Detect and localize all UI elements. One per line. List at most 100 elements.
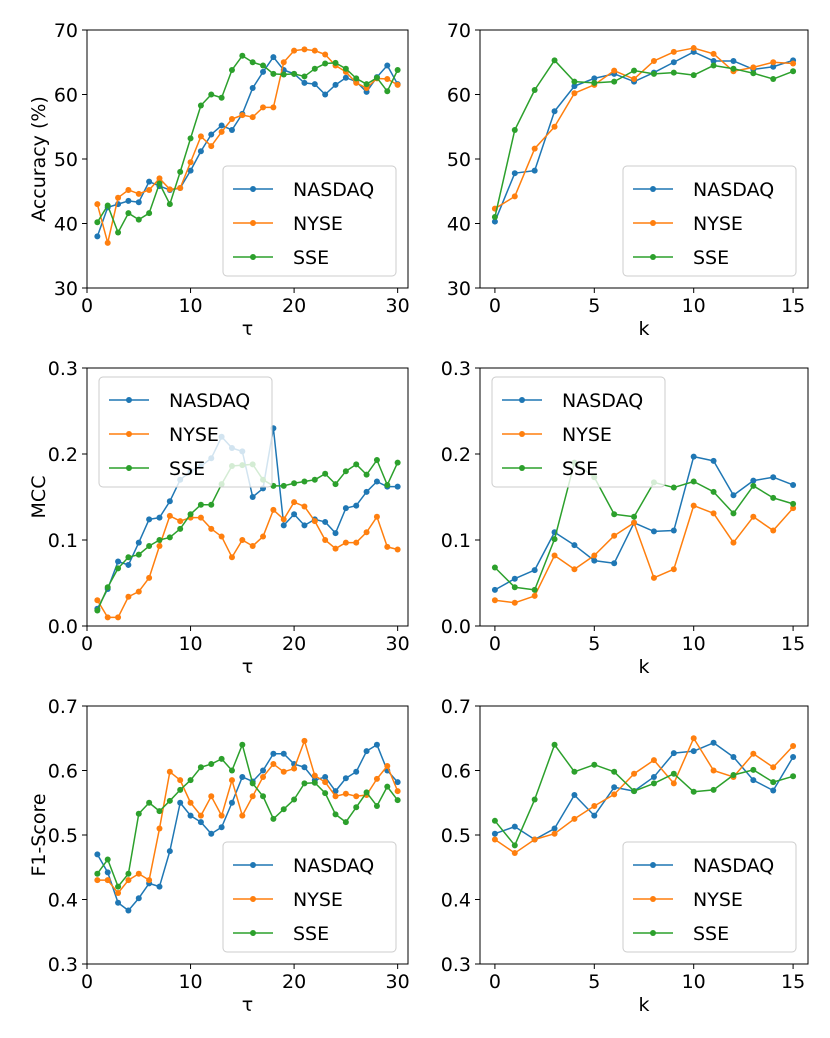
legend-label-nyse: NYSE [293,213,343,235]
data-point-nyse [115,890,122,897]
data-point-nasdaq [104,869,111,876]
x-tick-label: 5 [588,295,600,317]
data-point-sse [730,510,737,517]
data-point-sse [177,786,184,793]
data-point-sse [177,168,184,175]
data-point-nasdaq [228,799,235,806]
data-point-sse [690,788,697,795]
data-point-nasdaq [491,218,498,225]
data-point-nyse [218,812,225,819]
data-point-sse [291,796,298,803]
data-point-sse [270,815,277,822]
data-point-sse [156,808,163,815]
data-point-nyse [650,57,657,64]
legend-marker-sse [519,465,525,471]
y-tick-label: 50 [447,149,471,171]
data-point-nyse [363,529,370,536]
data-point-nasdaq [260,767,267,774]
x-tick-label: 20 [282,971,306,993]
data-point-nyse [631,76,638,83]
data-point-sse [280,806,287,813]
chart-acc_tau: 0 10 20 30 30 40 50 60 70 τ Accuracy (%) NASDAQ NYSE… [28,20,410,340]
data-point-sse [342,65,349,72]
legend-label-sse: SSE [293,247,329,269]
y-axis-label: F1-Score [28,793,50,876]
series-line-nyse [96,501,398,619]
data-point-nyse [750,750,757,757]
data-point-nyse [571,815,578,822]
data-point-nyse [301,737,308,744]
data-point-nasdaq [342,505,349,512]
x-tick-label: 30 [386,633,410,655]
x-tick-label: 15 [781,295,805,317]
data-point-sse [730,772,737,779]
legend: NASDAQ NYSE SSE [622,841,797,953]
x-axis-label: k [638,318,649,340]
data-point-nyse [156,825,163,832]
data-point-sse [491,214,498,221]
data-point-sse [690,478,697,485]
data-point-sse [342,468,349,475]
data-point-nyse [342,790,349,797]
data-point-nyse [571,90,578,97]
data-point-nasdaq [511,823,518,830]
data-point-nasdaq [363,748,370,755]
data-point-nyse [280,768,287,775]
data-point-nasdaq [94,851,101,858]
data-point-sse [353,461,360,468]
data-point-nyse [373,775,380,782]
data-point-nyse [611,791,618,798]
data-point-nyse [291,765,298,772]
data-point-nyse [249,543,256,550]
data-point-nasdaq [260,68,267,75]
data-point-nasdaq [384,62,391,69]
data-point-nasdaq [730,492,737,499]
data-point-nasdaq [177,799,184,806]
y-tick-label: 50 [54,149,78,171]
data-point-nyse [394,81,401,88]
data-point-nasdaq [166,848,173,855]
y-tick-label: 0.2 [48,444,78,466]
data-point-nasdaq [770,63,777,70]
data-point-nyse [166,768,173,775]
axes-frame [86,367,409,627]
data-point-nyse [631,770,638,777]
data-point-sse [551,741,558,748]
y-axis-label: Accuracy (%) [28,96,50,222]
data-point-nyse [94,201,101,208]
legend-label-nasdaq: NASDAQ [293,855,374,877]
y-tick-label: 0.6 [48,761,78,783]
x-tick-label: 0 [489,295,501,317]
data-point-nyse [690,45,697,52]
data-point-nyse [301,46,308,53]
data-point-sse [322,470,329,477]
series-line-nasdaq [494,742,794,841]
data-point-nasdaq [301,522,308,529]
data-point-nasdaq [301,79,308,86]
data-point-nasdaq [710,457,717,464]
data-point-sse [591,761,598,768]
data-point-nasdaq [280,522,287,529]
legend-label-nasdaq: NASDAQ [693,179,774,201]
data-point-nyse [104,239,111,246]
y-tick-label: 0.6 [441,761,471,783]
y-tick-label: 60 [447,85,471,107]
x-axis-label: k [638,994,649,1016]
data-point-nyse [394,546,401,553]
data-point-nyse [291,499,298,506]
data-point-nyse [104,614,111,621]
data-point-sse [611,78,618,85]
data-point-nyse [208,525,215,532]
x-tick-label: 15 [781,971,805,993]
y-tick-label: 0.3 [48,358,78,380]
legend: NASDAQ NYSE SSE [622,165,797,277]
data-point-nyse [228,554,235,561]
data-point-nyse [280,59,287,66]
data-point-nasdaq [322,518,329,525]
data-point-nyse [511,599,518,606]
data-point-nasdaq [301,764,308,771]
data-point-sse [187,777,194,784]
chart-f1_k: 0 5 10 15 0.3 0.4 0.5 0.6 0.7 k NASDAQ NYSE SSE [441,696,809,1016]
data-point-sse [104,202,111,209]
data-point-nasdaq [650,773,657,780]
